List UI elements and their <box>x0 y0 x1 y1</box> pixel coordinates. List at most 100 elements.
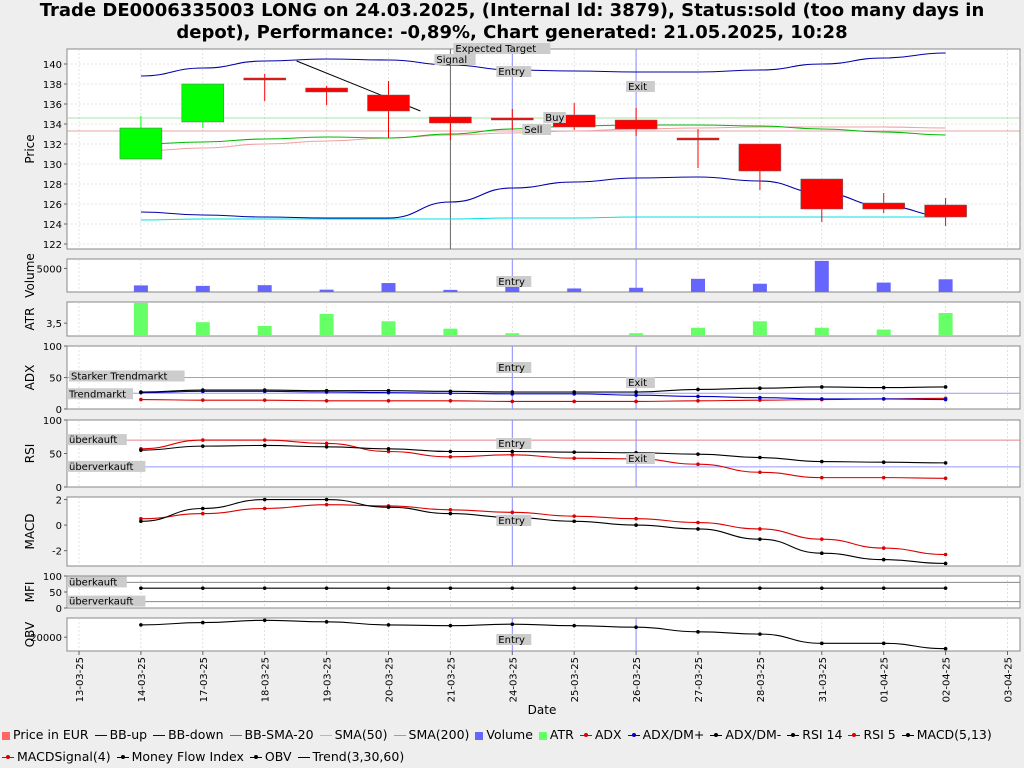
macd-line-point <box>572 519 576 524</box>
atr-bar <box>381 321 396 336</box>
adx-line-point <box>324 399 329 403</box>
obv-line-point <box>758 632 762 636</box>
rsi14-line-point <box>943 461 948 465</box>
rsi14-line-point <box>448 449 453 454</box>
rsi5-line-point <box>201 438 205 442</box>
rsi5-line-point <box>881 475 886 480</box>
macd-signal-line-point <box>201 511 205 516</box>
macd-signal-line-point <box>881 546 886 550</box>
annot-signal-bg <box>434 54 476 65</box>
x-tick-label: 03-04-25 <box>1004 657 1015 702</box>
volume-bar <box>629 287 644 292</box>
mfi-line-point <box>448 586 453 590</box>
obv-line-point <box>943 646 948 651</box>
legend-marker <box>153 735 166 736</box>
candle-body <box>429 116 472 124</box>
legend-item: Trend(3,30,60) <box>297 746 404 768</box>
rsi-annot-exit-bg <box>626 453 655 464</box>
rsi14-line-point <box>201 444 205 448</box>
adx-annot-entry: Entry <box>498 363 525 374</box>
mfi-line-point <box>324 586 329 590</box>
adx-dmplus-line-point <box>881 397 886 401</box>
chart-title: Trade DE0006335003 LONG on 24.03.2025, (… <box>39 0 985 43</box>
atr-bar <box>876 329 891 336</box>
price-tick: 126 <box>43 200 62 211</box>
legend-item: MACDSignal(4) <box>2 746 111 768</box>
volume-bar <box>505 286 520 292</box>
rsi5-line-point <box>510 453 515 457</box>
candle-body <box>924 204 967 218</box>
legend-item: SMA(200) <box>393 724 469 746</box>
adx-level-strong-bg <box>69 370 185 382</box>
volume-plot <box>66 258 1021 293</box>
rsi14-line-point <box>386 447 391 451</box>
volume-ylabel: Volume <box>23 253 37 298</box>
adx-annot-entry-bg <box>496 362 532 373</box>
adx-level-strong: Starker Trendmarkt <box>71 372 168 383</box>
atr-ylabel: ATR <box>23 308 37 331</box>
legend-marker <box>538 731 547 740</box>
obv-tick: 20000 <box>30 633 62 644</box>
rsi5-line-point <box>696 462 700 467</box>
price-tick: 128 <box>43 180 62 191</box>
x-tick-label: 25-03-25 <box>570 657 581 702</box>
macd-line-point <box>634 523 638 527</box>
adx-annot-exit: Exit <box>628 378 647 389</box>
volume-tick: 5000 <box>37 264 62 275</box>
adx-level-trend: Trendmarkt <box>68 389 126 400</box>
legend-marker <box>579 733 592 737</box>
annot-signal: Signal <box>436 55 467 66</box>
mfi-line-point <box>758 586 762 590</box>
atr-bar <box>195 322 210 336</box>
adx-dmplus-line <box>140 390 946 401</box>
rsi14-line-point <box>572 450 576 454</box>
legend-marker <box>475 731 484 740</box>
x-tick-label: 31-03-25 <box>818 657 829 702</box>
legend-item: RSI 5 <box>848 724 896 746</box>
price-tick: 130 <box>43 160 62 171</box>
candle-body <box>676 137 720 141</box>
volume-bar <box>257 285 272 292</box>
legend-marker <box>319 735 332 736</box>
legend-label: MACD(5,13) <box>916 727 992 742</box>
price-tick: 124 <box>43 220 62 231</box>
macd-signal-line <box>140 504 946 556</box>
legend-item: Volume <box>475 724 533 746</box>
adx-dmminus-line-point <box>696 387 700 392</box>
macd-signal-line-point <box>634 516 638 521</box>
obv-line-point <box>324 620 329 624</box>
rsi5-line-point <box>820 475 824 480</box>
legend-marker <box>297 757 310 758</box>
legend-dot <box>905 733 910 737</box>
mfi-line-point <box>386 586 391 590</box>
price-tick: 140 <box>43 60 62 71</box>
obv-line-point <box>572 623 576 628</box>
adx-dmminus-line-point <box>943 385 948 389</box>
rsi5-line-point <box>324 441 329 446</box>
adx-line-point <box>201 398 205 402</box>
volume-annot-entry-bg <box>496 276 532 287</box>
obv-line-point <box>262 618 267 623</box>
price-tick: 138 <box>43 80 62 91</box>
legend-dot <box>714 733 719 737</box>
macd-tick: -2 <box>52 547 62 558</box>
adx-dmminus-line <box>140 386 946 393</box>
adx-dmminus-line-point <box>448 389 453 394</box>
legend-marker <box>393 735 406 736</box>
adx-dmplus-line-point <box>696 394 700 399</box>
atr-bar <box>567 335 582 336</box>
atr-bar <box>814 327 829 336</box>
volume-bar <box>752 283 767 292</box>
legend-item: ATR <box>538 724 574 746</box>
rsi-level-overbought: überkauft <box>69 435 117 446</box>
legend-marker <box>787 733 800 737</box>
obv-line-point <box>448 623 453 628</box>
adx-dmminus-line-point <box>262 388 267 392</box>
macd-line-point <box>820 551 824 556</box>
legend-item: RSI 14 <box>787 724 842 746</box>
adx-dmminus-line-point <box>881 385 886 390</box>
adx-dmminus-line-point <box>386 388 391 393</box>
annot-expected-target-bg <box>453 43 551 54</box>
adx-line-point <box>448 399 453 403</box>
adx-annot-exit-bg <box>626 377 655 388</box>
